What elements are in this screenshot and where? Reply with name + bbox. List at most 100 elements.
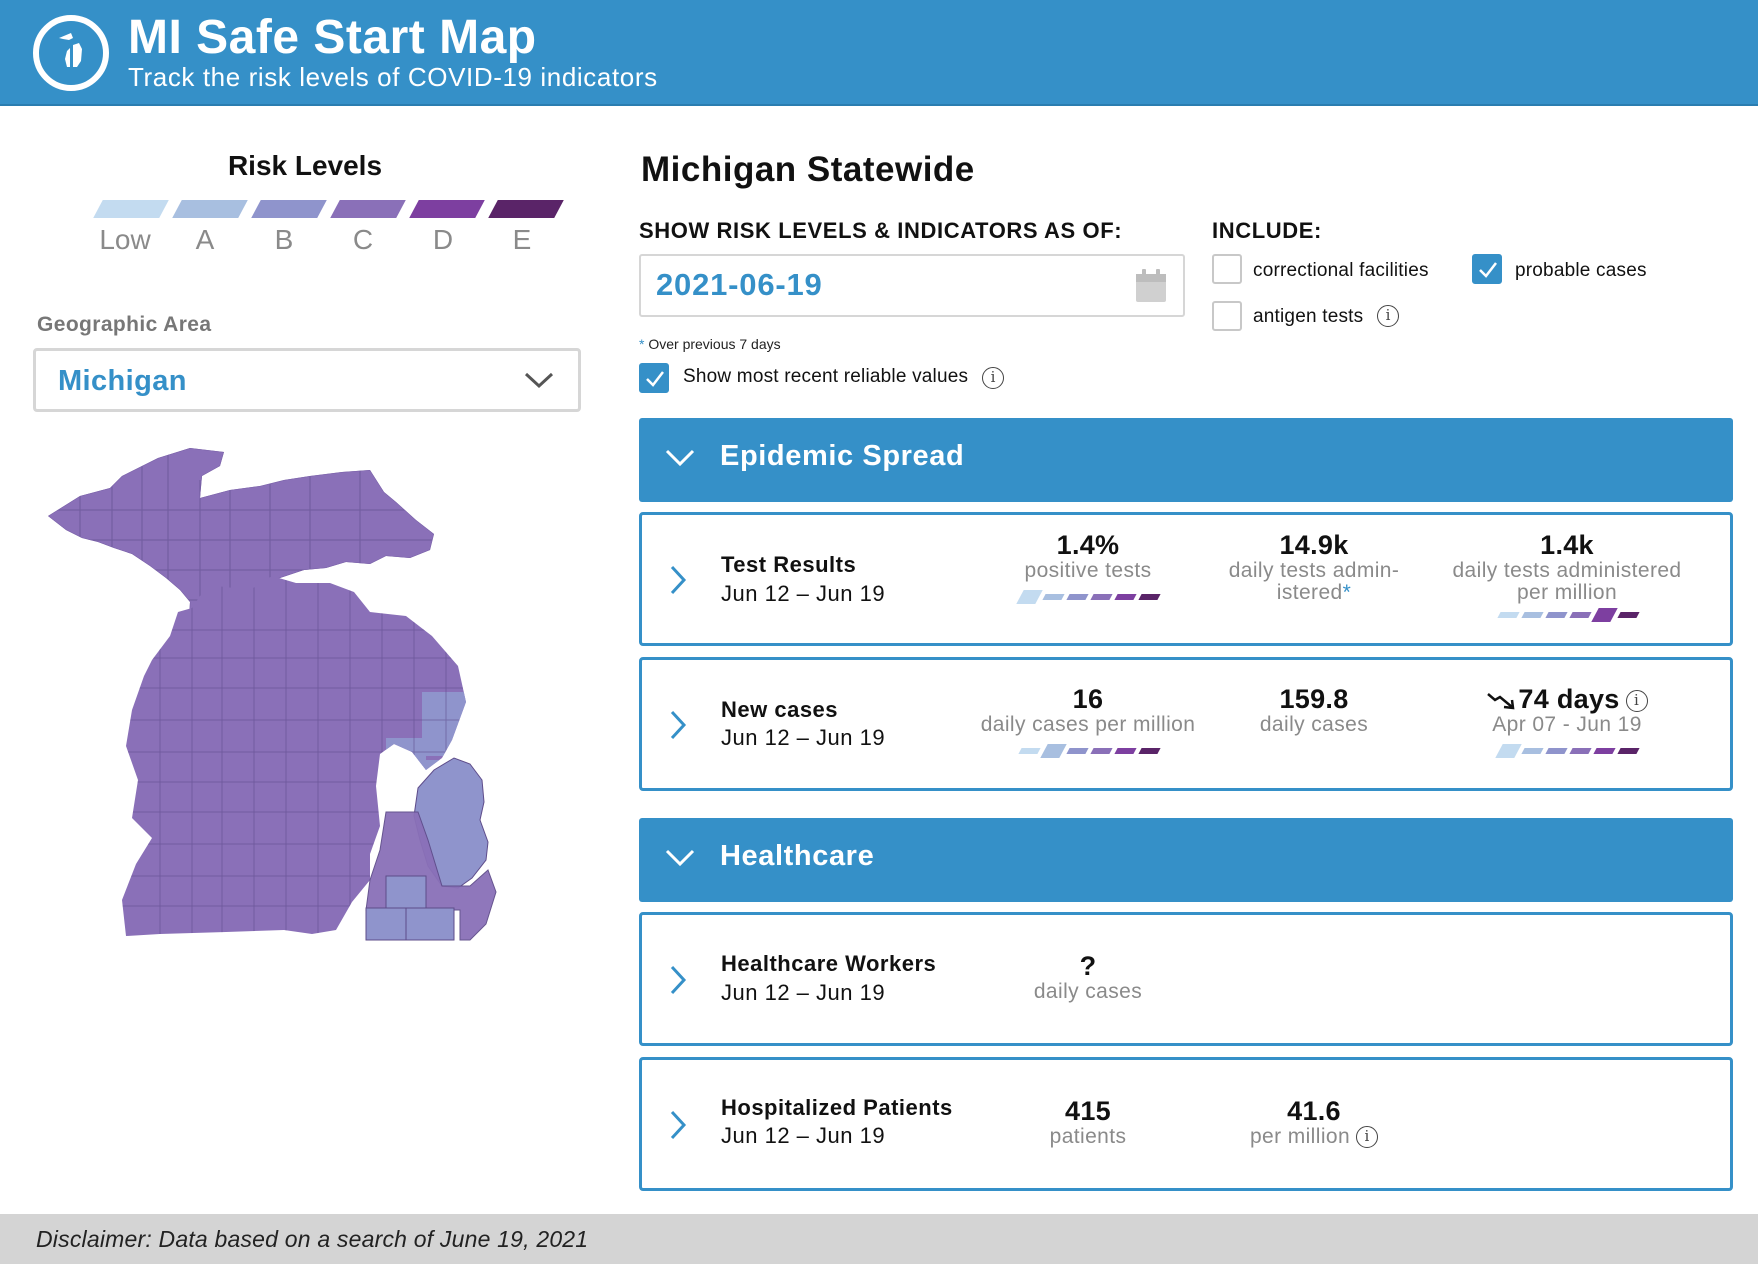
card-title: Test Results (721, 552, 857, 577)
risk-segment-c (1090, 748, 1113, 754)
chevron-right-icon (670, 710, 687, 740)
risk-swatch-d (409, 200, 485, 218)
metric-healthcare-daily-cases: ? daily cases (958, 951, 1218, 1003)
section-healthcare[interactable]: Healthcare (639, 818, 1733, 902)
risk-segment-low (1016, 590, 1043, 604)
info-icon[interactable]: i (1377, 305, 1399, 327)
michigan-county-map[interactable] (40, 440, 580, 1000)
risk-segment-b (1066, 748, 1089, 754)
app-title: MI Safe Start Map (128, 11, 537, 64)
risk-segment-d (1593, 748, 1616, 754)
disclaimer-text: Disclaimer: Data based on a search of Ju… (36, 1226, 589, 1252)
chevron-right-icon (670, 965, 687, 995)
risk-segment-low (1495, 744, 1522, 758)
metric-daily-cases: 159.8 daily cases (1184, 684, 1444, 736)
calendar-icon[interactable] (1135, 268, 1167, 304)
metric-label: daily cases (1033, 980, 1143, 1003)
geographic-area-label: Geographic Area (37, 313, 212, 336)
metric-label: daily cases (1259, 713, 1369, 736)
as-of-date-value: 2021-06-19 (656, 267, 823, 302)
footnote-star: * (1342, 581, 1352, 604)
risk-segment-e (1138, 748, 1161, 754)
metric-label-row: per million i (1184, 1125, 1444, 1149)
risk-levels-title: Risk Levels (227, 150, 383, 181)
risk-segment-e (1138, 594, 1161, 600)
as-of-date-input[interactable]: 2021-06-19 (639, 254, 1185, 317)
antigen-tests-label: antigen tests (1253, 306, 1364, 327)
risk-segment-a (1040, 744, 1067, 758)
metric-value: 74 days (1518, 684, 1620, 714)
card-new-cases[interactable]: New cases Jun 12 – Jun 19 16 daily cases… (639, 657, 1733, 791)
most-recent-values-label: Show most recent reliable values (683, 366, 969, 387)
card-dates: Jun 12 – Jun 19 (721, 581, 886, 606)
correctional-facilities-checkbox[interactable] (1212, 254, 1242, 284)
chevron-down-icon (665, 849, 695, 867)
geographic-area-value: Michigan (58, 365, 187, 397)
section-title: Epidemic Spread (720, 440, 965, 472)
risk-swatch-low (93, 200, 169, 218)
metric-label-continued: istered (1276, 581, 1343, 604)
most-recent-values-checkbox[interactable] (639, 363, 669, 393)
metric-positive-tests: 1.4% positive tests (958, 530, 1218, 604)
metric-value-row: 74 days i (1432, 684, 1702, 714)
card-title: Hospitalized Patients (721, 1095, 953, 1120)
risk-segment-a (1521, 612, 1544, 618)
risk-label-e: E (512, 224, 532, 255)
metric-value: 1.4k (1540, 530, 1594, 560)
info-icon[interactable]: i (1625, 689, 1648, 712)
risk-label-b: B (274, 224, 294, 255)
metric-label: daily tests administered (1452, 559, 1682, 582)
section-epidemic-spread[interactable]: Epidemic Spread (639, 418, 1733, 502)
risk-segment-b (1066, 594, 1089, 600)
metric-value: 159.8 (1279, 684, 1349, 714)
probable-cases-checkbox[interactable] (1472, 254, 1502, 284)
footnote-star: * (639, 336, 645, 352)
chevron-down-icon (665, 449, 695, 467)
risk-swatch-c (330, 200, 406, 218)
info-icon[interactable]: i (1356, 1126, 1379, 1149)
risk-segment-d (1114, 748, 1137, 754)
metric-label: per million (1249, 1125, 1351, 1148)
metric-value: 1.4% (1056, 530, 1120, 560)
risk-label-a: A (195, 224, 215, 255)
trend-down-arrow-icon (1487, 692, 1515, 710)
metric-value: 41.6 (1287, 1096, 1341, 1126)
michigan-logo-icon[interactable] (33, 15, 109, 91)
chevron-right-icon (670, 565, 687, 595)
info-icon[interactable]: i (982, 367, 1004, 389)
card-dates: Jun 12 – Jun 19 (721, 725, 886, 750)
app-subtitle: Track the risk levels of COVID-19 indica… (128, 62, 658, 92)
risk-segment-c (1569, 748, 1592, 754)
probable-cases-label: probable cases (1515, 260, 1647, 281)
card-dates: Jun 12 – Jun 19 (721, 1123, 886, 1148)
metric-daily-cases-per-million: 16 daily cases per million (958, 684, 1218, 758)
antigen-tests-checkbox[interactable] (1212, 301, 1242, 331)
risk-levels-labels: Low A B C D E (90, 224, 570, 258)
region-title: Michigan Statewide (641, 150, 975, 189)
risk-level-bar (1008, 590, 1168, 604)
metric-label: daily cases per million (980, 713, 1196, 736)
metric-value: ? (1079, 951, 1097, 981)
card-healthcare-workers[interactable]: Healthcare Workers Jun 12 – Jun 19 ? dai… (639, 912, 1733, 1046)
metric-label-line2: istered* (1184, 582, 1444, 604)
lower-peninsula (122, 576, 497, 941)
geographic-area-select[interactable]: Michigan (33, 348, 581, 412)
as-of-label: SHOW RISK LEVELS & INDICATORS AS OF: (639, 218, 1123, 243)
risk-swatch-b (251, 200, 327, 218)
risk-segment-a (1042, 594, 1065, 600)
card-dates: Jun 12 – Jun 19 (721, 980, 886, 1005)
chevron-right-icon (670, 1110, 687, 1140)
metric-label-line2: per million (1516, 581, 1618, 604)
include-label: INCLUDE: (1212, 218, 1322, 243)
risk-level-bar (1487, 744, 1647, 758)
metric-label: patients (1049, 1125, 1127, 1148)
metric-days-trend: 74 days i Apr 07 - Jun 19 (1432, 684, 1702, 758)
card-hospitalized-patients[interactable]: Hospitalized Patients Jun 12 – Jun 19 41… (639, 1057, 1733, 1191)
correctional-facilities-label: correctional facilities (1253, 260, 1429, 281)
chevron-down-icon (524, 372, 554, 389)
card-test-results[interactable]: Test Results Jun 12 – Jun 19 1.4% positi… (639, 512, 1733, 646)
card-title: Healthcare Workers (721, 951, 937, 976)
footnote-text: Over previous 7 days (644, 336, 781, 352)
risk-label-low: Low (99, 224, 151, 255)
risk-segment-e (1617, 748, 1640, 754)
